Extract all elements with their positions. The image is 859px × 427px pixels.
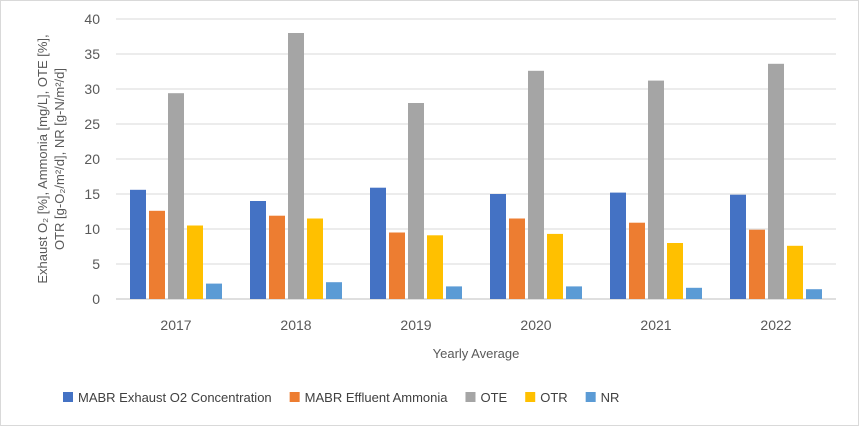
bar-mabr-exhaust-o2-concentration-2019 — [370, 187, 386, 299]
bar-otr-2022 — [787, 245, 803, 299]
bar-mabr-effluent-ammonia-2019 — [389, 232, 405, 299]
bar-otr-2018 — [307, 218, 323, 299]
legend-label: MABR Exhaust O2 Concentration — [78, 390, 272, 405]
legend-swatch — [465, 392, 476, 402]
x-tick-label: 2022 — [760, 317, 791, 333]
legend-swatch — [585, 392, 596, 402]
y-tick-label: 25 — [84, 116, 100, 132]
bar-mabr-effluent-ammonia-2020 — [509, 218, 525, 299]
y-tick-labels: 0 5 10 15 20 25 30 35 40 — [84, 11, 100, 307]
y-axis-title-text: Exhaust O₂ [%], Ammonia [mg/L], OTE [%],… — [35, 34, 67, 283]
y-tick-label: 30 — [84, 81, 100, 97]
x-tick-label: 2021 — [640, 317, 671, 333]
legend-label: NR — [601, 390, 620, 405]
x-tick-label: 2018 — [280, 317, 311, 333]
bars — [130, 33, 822, 299]
bar-nr-2017 — [206, 283, 222, 299]
bar-nr-2020 — [566, 286, 582, 299]
bar-otr-2019 — [427, 235, 443, 299]
bar-mabr-exhaust-o2-concentration-2021 — [610, 192, 626, 299]
bar-ote-2019 — [408, 103, 424, 299]
bar-mabr-exhaust-o2-concentration-2017 — [130, 189, 146, 299]
x-tick-label: 2020 — [520, 317, 551, 333]
legend-swatch — [289, 392, 300, 402]
bar-otr-2017 — [187, 225, 203, 299]
bar-nr-2021 — [686, 287, 702, 299]
bar-nr-2019 — [446, 286, 462, 299]
y-tick-label: 5 — [92, 256, 100, 272]
legend-swatch — [525, 392, 536, 402]
y-tick-label: 20 — [84, 151, 100, 167]
x-tick-label: 2017 — [160, 317, 191, 333]
x-tick-labels: 2017 2018 2019 2020 2021 2022 — [160, 317, 791, 333]
x-axis-title: Yearly Average — [433, 346, 520, 361]
y-axis-title: Exhaust O₂ [%], Ammonia [mg/L], OTE [%],… — [35, 34, 67, 283]
legend-label: OTE — [480, 390, 507, 405]
bar-ote-2022 — [768, 63, 784, 299]
legend-swatch — [63, 392, 73, 402]
y-tick-label: 0 — [92, 291, 100, 307]
bar-ote-2021 — [648, 80, 664, 299]
bar-mabr-effluent-ammonia-2017 — [149, 210, 165, 299]
legend: MABR Exhaust O2 Concentration MABR Efflue… — [63, 390, 619, 405]
x-tick-label: 2019 — [400, 317, 431, 333]
bar-mabr-effluent-ammonia-2021 — [629, 222, 645, 299]
bar-mabr-effluent-ammonia-2022 — [749, 229, 765, 299]
bar-nr-2018 — [326, 282, 342, 299]
bar-nr-2022 — [806, 289, 822, 299]
y-tick-label: 35 — [84, 46, 100, 62]
bar-ote-2017 — [168, 93, 184, 299]
bar-ote-2018 — [288, 33, 304, 299]
legend-label: MABR Effluent Ammonia — [305, 390, 449, 405]
bar-otr-2020 — [547, 233, 563, 299]
bar-otr-2021 — [667, 243, 683, 299]
y-tick-label: 10 — [84, 221, 100, 237]
bar-mabr-effluent-ammonia-2018 — [269, 215, 285, 299]
bar-mabr-exhaust-o2-concentration-2018 — [250, 201, 266, 299]
y-tick-label: 40 — [84, 11, 100, 27]
gridlines — [116, 18, 836, 300]
bar-ote-2020 — [528, 70, 544, 299]
bar-mabr-exhaust-o2-concentration-2020 — [490, 194, 506, 299]
bar-mabr-exhaust-o2-concentration-2022 — [730, 194, 746, 299]
y-tick-label: 15 — [84, 186, 100, 202]
legend-label: OTR — [540, 390, 567, 405]
